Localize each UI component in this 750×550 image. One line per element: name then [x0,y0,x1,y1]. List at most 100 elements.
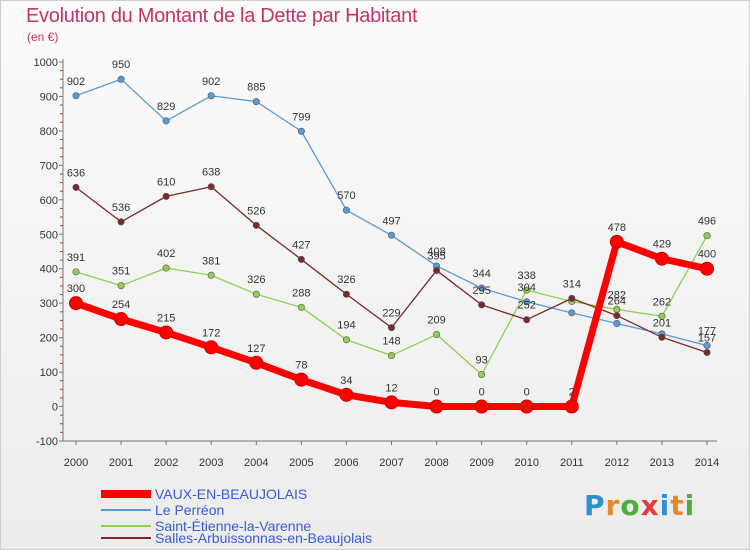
x-tick-label: 2012 [605,457,629,469]
data-point [249,355,264,370]
x-tick: 2006 [334,441,359,469]
x-tick-label: 2001 [109,457,133,469]
data-point [159,325,174,340]
data-point [568,309,576,317]
x-tick-label: 2007 [379,457,403,469]
data-point [478,284,486,292]
data-label: 148 [382,336,400,348]
y-tick-label: 300 [40,298,58,310]
y-tick: 900 [40,91,63,103]
data-label: 34 [340,375,352,387]
data-label: 0 [434,387,440,399]
data-point [658,333,666,341]
x-tick: 2001 [109,441,133,469]
data-point [658,312,666,320]
y-tick: 300 [40,298,63,310]
x-tick-label: 2006 [334,457,358,469]
data-label: 427 [292,239,310,251]
data-label: 254 [112,299,130,311]
data-label: 264 [608,296,626,308]
data-point [342,206,350,214]
data-point [654,251,669,266]
data-point [207,183,215,191]
data-label: 400 [698,249,716,261]
data-label: 402 [157,248,175,260]
x-tick-label: 2005 [289,457,313,469]
data-point [478,371,486,379]
x-tick: 2009 [469,441,494,469]
data-label: 262 [653,296,671,308]
proxiti-logo: Proxiti [584,489,696,522]
data-point [519,399,534,414]
x-tick: 2003 [199,441,223,469]
data-label: 829 [157,101,175,113]
data-point [162,264,170,272]
data-label: 326 [337,274,355,286]
data-point [342,336,350,344]
data-point [117,75,125,83]
data-point [433,331,441,339]
data-point [523,316,531,324]
data-point [613,320,621,328]
data-point [297,255,305,263]
data-point [297,127,305,135]
data-label: 12 [385,382,397,394]
data-point [252,290,260,298]
data-point [429,399,444,414]
legend-label: Salles-Arbuissonnas-en-Beaujolais [155,530,373,546]
data-point [252,98,260,106]
data-point [72,183,80,191]
data-label: 157 [698,332,716,344]
data-point [72,92,80,100]
data-point [700,261,714,276]
data-label: 902 [202,76,220,88]
y-tick-label: 400 [40,264,58,276]
data-point [387,231,395,239]
data-label: 478 [608,222,626,234]
y-tick-label: 1000 [34,57,58,69]
y-tick: 0 [52,402,63,414]
data-point [252,221,260,229]
data-label: 282 [608,289,626,301]
x-tick-label: 2002 [154,457,178,469]
legend-label: Saint-Étienne-la-Varenne [155,518,312,534]
data-label: 229 [382,308,400,320]
x-tick: 2008 [424,441,449,469]
x-tick: 2002 [154,441,178,469]
data-label: 799 [292,111,310,123]
data-label: 0 [524,387,530,399]
x-tick-label: 2008 [424,457,448,469]
data-point [703,342,711,350]
data-label: 536 [112,202,130,214]
data-point [703,232,711,240]
legend-swatch [101,525,151,527]
legend-label: Le Perréon [155,502,225,518]
data-point [207,92,215,100]
y-tick-label: 800 [40,126,58,138]
y-tick: 700 [40,160,63,172]
x-tick-label: 2004 [244,457,268,469]
data-point [433,266,441,274]
data-label: 570 [337,190,355,202]
x-tick: 2007 [379,441,404,469]
data-point [162,192,170,200]
x-tick: 2014 [695,441,719,469]
chart-subtitle: (en €) [27,30,59,44]
data-point [117,218,125,226]
y-tick-label: 500 [40,229,58,241]
data-label: 902 [67,76,85,88]
data-point [703,348,711,356]
data-point [474,399,489,414]
data-label: 351 [112,266,130,278]
legend-swatch [101,509,151,511]
data-label: 381 [202,255,220,267]
x-tick-label: 2010 [514,457,538,469]
data-label: 300 [67,283,85,295]
data-label: 638 [202,167,220,179]
data-label: 201 [653,317,671,329]
x-tick: 2004 [244,441,269,469]
y-tick: -100 [36,436,63,448]
x-tick: 2013 [650,441,674,469]
